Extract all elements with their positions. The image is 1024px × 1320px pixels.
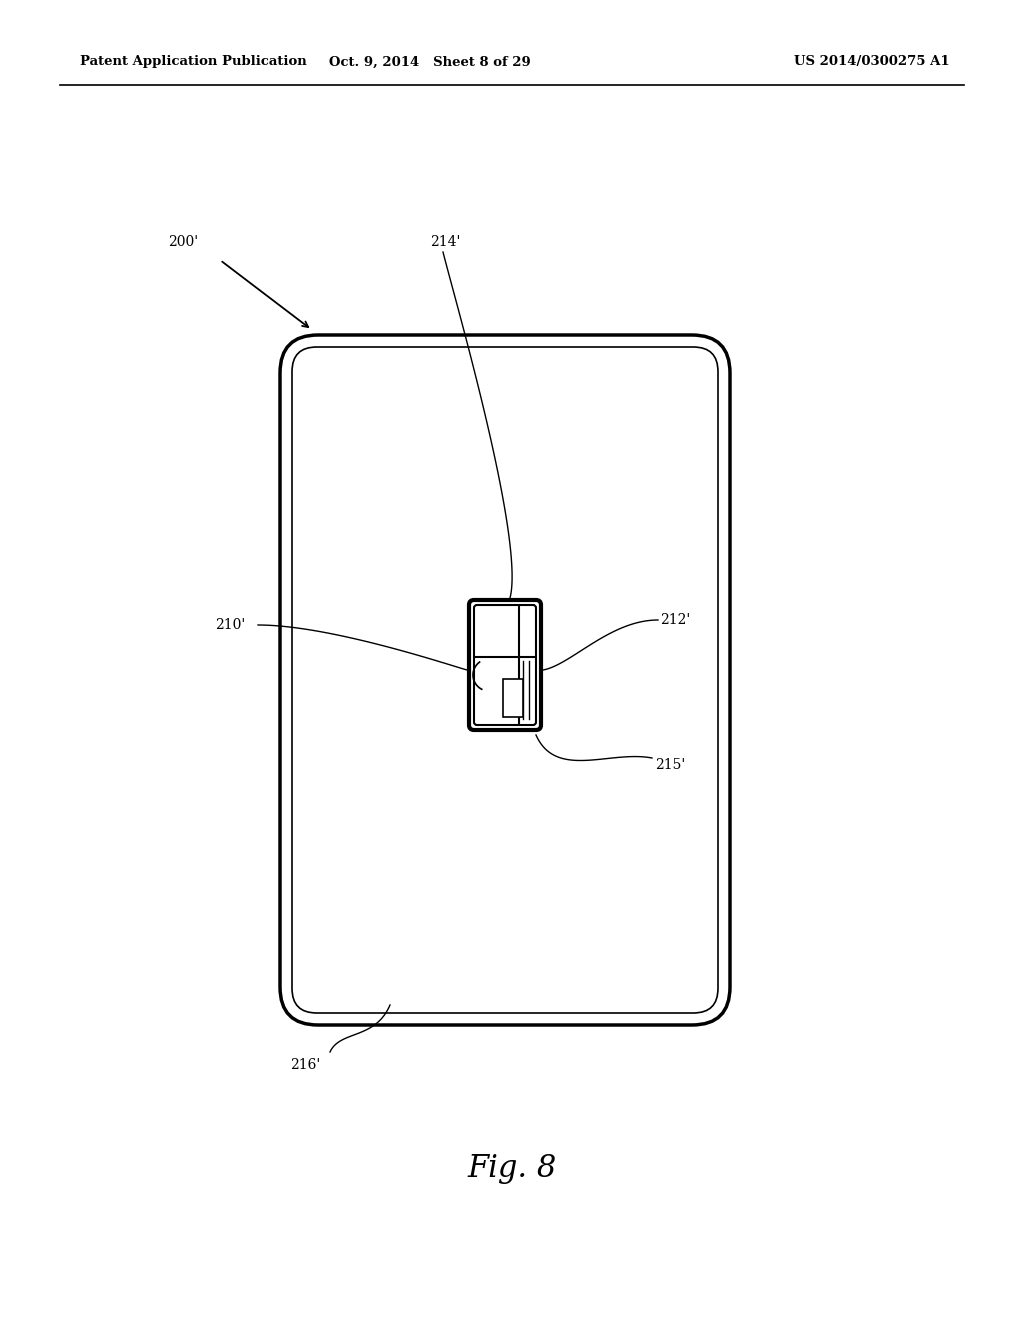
Text: 200': 200' xyxy=(168,235,198,249)
Text: 212': 212' xyxy=(660,612,690,627)
Text: Fig. 8: Fig. 8 xyxy=(467,1152,557,1184)
Text: Patent Application Publication: Patent Application Publication xyxy=(80,55,307,69)
FancyBboxPatch shape xyxy=(469,601,541,730)
Text: Oct. 9, 2014   Sheet 8 of 29: Oct. 9, 2014 Sheet 8 of 29 xyxy=(329,55,530,69)
Bar xyxy=(503,678,523,717)
Text: 216': 216' xyxy=(290,1059,321,1072)
Text: 214': 214' xyxy=(430,235,461,249)
Text: US 2014/0300275 A1: US 2014/0300275 A1 xyxy=(795,55,950,69)
Text: 215': 215' xyxy=(655,758,685,772)
FancyBboxPatch shape xyxy=(280,335,730,1026)
FancyBboxPatch shape xyxy=(474,605,536,725)
Text: 210': 210' xyxy=(215,618,246,632)
